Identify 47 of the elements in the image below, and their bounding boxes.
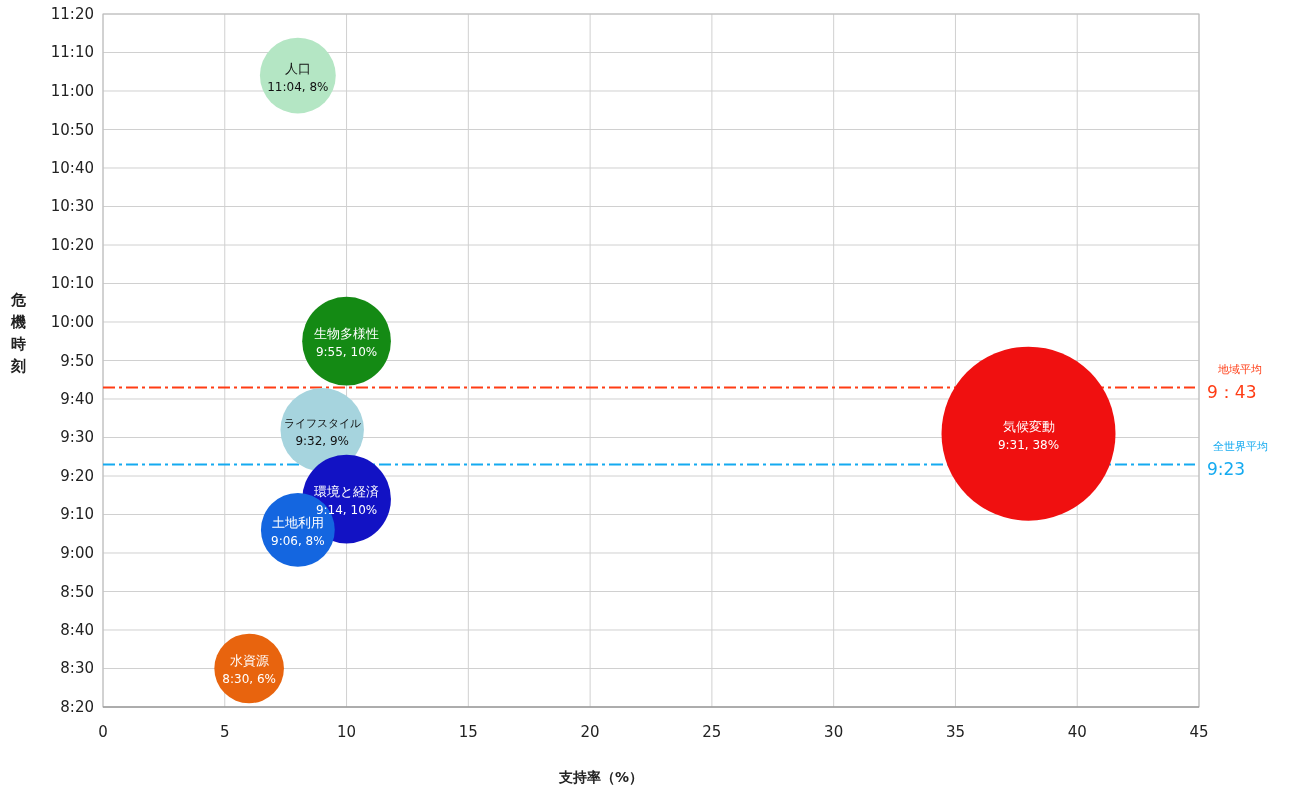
x-tick-label: 10: [337, 723, 357, 741]
x-tick-label: 45: [1189, 723, 1209, 741]
x-tick-label: 25: [702, 723, 722, 741]
y-tick-label: 9:50: [60, 351, 94, 370]
data-label: 9:55, 10%: [315, 345, 378, 360]
x-tick-label: 15: [458, 723, 478, 741]
y-tick-label: 10:20: [50, 236, 94, 254]
y-tick-label: 10:00: [50, 312, 94, 331]
ref-line-label: 全世界平均: [1212, 440, 1268, 454]
y-tick-label: 10:40: [50, 158, 94, 177]
y-tick-label: 10:10: [50, 274, 94, 293]
y-tick-label: 11:00: [50, 81, 94, 100]
series-label: 環境と経済: [314, 484, 380, 500]
series-label: 気候変動: [1002, 418, 1055, 434]
y-tick-label: 9:40: [60, 389, 94, 408]
data-label: 9:31, 38%: [997, 437, 1060, 452]
y-tick-label: 9:30: [60, 428, 94, 447]
annotation: 9:23: [1207, 459, 1246, 480]
y-tick-label: 8:40: [60, 620, 94, 639]
y-tick-label: 11:20: [50, 5, 94, 23]
y-tick-label: 8:20: [60, 698, 94, 716]
series-label: ライフスタイル: [283, 416, 361, 430]
y-tick-label: 10:50: [50, 120, 94, 139]
data-label: 9:06, 8%: [271, 533, 325, 548]
series-label: 生物多様性: [314, 326, 380, 342]
data-label: 9:32, 9%: [295, 433, 350, 448]
y-tick-label: 9:20: [60, 467, 94, 485]
y-tick-label: 9:00: [60, 543, 94, 562]
annotation: 9：43: [1207, 382, 1257, 403]
y-tick-label: 8:30: [60, 659, 94, 678]
x-tick-label: 35: [945, 723, 965, 741]
y-axis-title: 危機時刻: [9, 291, 26, 375]
y-tick-label: 10:30: [50, 197, 94, 216]
series-label: 水資源: [229, 653, 269, 669]
x-axis-title: 支持率（%）: [557, 769, 644, 785]
x-tick-label: 0: [98, 723, 108, 741]
x-tick-label: 30: [824, 723, 844, 741]
ref-line-label: 地域平均: [1217, 363, 1262, 377]
series-label: 人口: [284, 60, 311, 76]
data-label: 11:04, 8%: [267, 79, 329, 94]
y-tick-label: 9:10: [60, 505, 94, 524]
data-label: 8:30, 6%: [222, 672, 276, 687]
y-tick-label: 11:10: [50, 43, 94, 62]
x-tick-label: 40: [1067, 723, 1087, 741]
x-tick-label: 20: [580, 723, 600, 741]
x-tick-label: 5: [220, 723, 230, 741]
y-tick-label: 8:50: [60, 582, 94, 601]
